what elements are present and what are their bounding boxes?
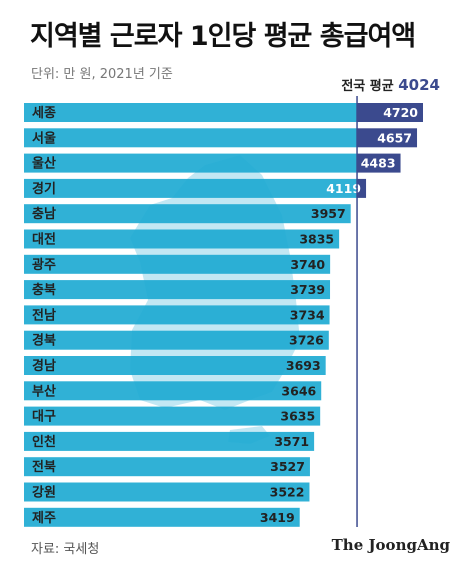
bar-row: 충남 3957 (24, 204, 351, 224)
value-label: 3635 (280, 409, 315, 424)
bar (24, 128, 358, 148)
brand-logo-text: The JoongAng (331, 536, 450, 554)
category-label: 인천 (32, 434, 56, 450)
value-label: 3734 (290, 307, 325, 322)
category-label: 울산 (32, 156, 56, 172)
bar-above-average (357, 178, 367, 198)
bar-row: 제주 3419 (24, 507, 300, 527)
source-note: 자료: 국세청 (31, 542, 100, 557)
bar-row: 서울 4657 (24, 128, 418, 148)
bar (24, 507, 300, 527)
value-label: 3646 (281, 383, 316, 398)
bar (24, 482, 310, 502)
value-label: 4483 (361, 156, 396, 171)
bar-row: 전북 3527 (24, 457, 310, 477)
bar-row: 경북 3726 (24, 330, 329, 350)
value-label: 3835 (299, 232, 334, 247)
bar (24, 406, 321, 426)
value-label: 3739 (290, 282, 325, 297)
bar (24, 457, 310, 477)
bar-row: 인천 3571 (24, 431, 315, 451)
category-label: 경기 (32, 181, 56, 197)
bar-row: 울산 4483 (24, 153, 401, 173)
category-label: 충북 (32, 282, 56, 298)
bar-row: 충북 3739 (24, 280, 331, 300)
bar-row: 경기 4119 (24, 178, 367, 198)
category-label: 경북 (32, 333, 56, 349)
bar-chart: 세종 4720 서울 4657 울산 4483 경기 4119 충남 3957 대전 3835 광주 37… (24, 76, 440, 527)
bar-row: 세종 4720 (24, 103, 423, 122)
bar-row: 광주 3740 (24, 254, 331, 274)
category-label: 전북 (32, 459, 56, 475)
category-label: 대전 (32, 232, 56, 248)
bar (24, 330, 329, 350)
value-label: 3693 (286, 358, 321, 373)
bar (24, 356, 326, 375)
bar-above-average (357, 103, 423, 122)
category-label: 전남 (32, 307, 56, 323)
value-label: 3571 (274, 434, 309, 449)
bar-row: 전남 3734 (24, 305, 330, 325)
value-label: 3726 (289, 333, 324, 348)
bar (24, 178, 358, 198)
category-label: 경남 (32, 358, 56, 374)
bar-row: 대전 3835 (24, 229, 340, 249)
category-label: 충남 (32, 206, 56, 222)
bar-row: 강원 3522 (24, 482, 310, 502)
value-label: 3522 (270, 485, 305, 500)
bar (24, 305, 330, 325)
average-line-group: 전국 평균 4024 (341, 76, 440, 527)
category-label: 강원 (32, 485, 56, 501)
value-label: 4119 (326, 181, 361, 196)
category-label: 제주 (32, 511, 56, 526)
average-label: 전국 평균 4024 (341, 76, 440, 94)
bar (24, 229, 340, 249)
chart-subtitle: 단위: 만 원, 2021년 기준 (31, 67, 173, 82)
value-label: 4720 (383, 105, 418, 120)
category-label: 부산 (32, 383, 56, 399)
category-label: 대구 (32, 410, 56, 425)
bar (24, 153, 358, 173)
bar (24, 204, 351, 224)
value-label: 3740 (290, 257, 325, 272)
category-label: 서울 (32, 130, 56, 146)
bars-group: 세종 4720 서울 4657 울산 4483 경기 4119 충남 3957 대전 3835 광주 37… (24, 103, 423, 527)
value-label: 3527 (270, 459, 305, 474)
bar-row: 부산 3646 (24, 381, 322, 401)
bar (24, 381, 322, 401)
value-label: 4657 (377, 130, 412, 145)
bar-above-average (357, 153, 401, 173)
bar (24, 431, 315, 451)
bar (24, 103, 358, 122)
value-label: 3957 (311, 206, 346, 221)
korea-map-silhouette (130, 155, 300, 444)
bar (24, 280, 331, 300)
value-label: 3419 (260, 510, 295, 525)
chart-title: 지역별 근로자 1인당 평균 총급여액 (30, 21, 416, 52)
bar-row: 경남 3693 (24, 356, 326, 375)
bar-above-average (357, 128, 418, 148)
category-label: 세종 (32, 106, 56, 121)
bar-row: 대구 3635 (24, 406, 321, 426)
category-label: 광주 (32, 258, 56, 273)
bar (24, 254, 331, 274)
